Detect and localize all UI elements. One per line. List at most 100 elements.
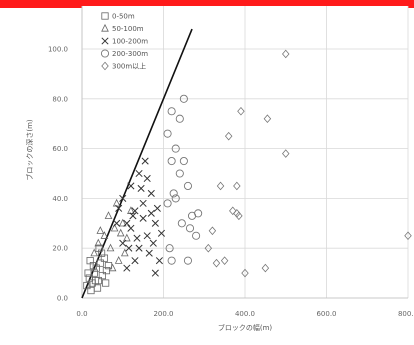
data-point	[171, 144, 180, 153]
data-point	[91, 276, 100, 285]
data-point	[263, 114, 272, 124]
data-point	[204, 243, 213, 253]
data-point	[84, 269, 92, 277]
data-point	[141, 157, 149, 165]
data-point	[235, 211, 243, 221]
data-point	[95, 244, 103, 252]
tick-labels: 0.0 200.0 400.0 600.0 800.0 0.0 20.0 40.0 60.0 80…	[48, 46, 414, 319]
data-point	[83, 281, 91, 290]
data-point	[145, 249, 153, 257]
data-point	[143, 174, 151, 183]
data-point	[98, 271, 106, 280]
data-point	[114, 256, 123, 264]
data-point	[241, 268, 249, 278]
data-point	[104, 211, 113, 219]
data-point	[113, 219, 121, 227]
legend-marker	[101, 61, 109, 71]
data-point	[123, 219, 131, 227]
data-point	[151, 269, 159, 277]
data-point	[133, 234, 141, 242]
legend-entry: 300m以上	[112, 62, 146, 71]
data-point	[185, 224, 195, 233]
legend-entry: 50-100m	[112, 25, 144, 33]
data-point	[116, 228, 125, 237]
x-tick-label: 800.0	[398, 310, 414, 318]
data-point	[143, 232, 151, 240]
x-axis-label: ブロックの幅(m)	[218, 323, 273, 332]
data-point	[129, 212, 137, 220]
data-point	[192, 231, 201, 240]
data-point	[102, 279, 110, 287]
data-point	[100, 231, 109, 239]
data-point	[139, 214, 147, 222]
data-point	[163, 129, 172, 138]
data-point	[175, 114, 184, 123]
data-point	[119, 239, 127, 247]
data-point	[233, 209, 241, 218]
data-point	[179, 94, 188, 103]
y-tick-label: 80.0	[52, 95, 68, 103]
data-point	[212, 258, 221, 268]
x-tick-label: 200.0	[153, 310, 173, 318]
data-point	[229, 206, 237, 216]
data-point	[139, 199, 147, 207]
data-point	[135, 244, 143, 252]
y-tick-label: 60.0	[52, 145, 68, 153]
data-point	[282, 49, 290, 59]
data-point	[96, 226, 105, 234]
data-point	[135, 169, 143, 178]
data-point	[125, 244, 133, 252]
y-tick-label: 0.0	[57, 295, 68, 303]
data-point	[119, 194, 127, 202]
data-point	[157, 229, 166, 237]
data-point	[86, 257, 94, 265]
data-point	[216, 181, 225, 191]
data-point	[167, 156, 176, 166]
data-point	[167, 107, 176, 116]
data-point	[220, 256, 229, 265]
legend-marker	[101, 23, 109, 32]
reference-line-path	[81, 28, 193, 299]
axes	[81, 6, 408, 299]
data-point	[118, 218, 127, 227]
x-tick-label: 400.0	[235, 310, 255, 318]
data-point	[208, 226, 217, 236]
data-point	[175, 169, 184, 178]
header-bar	[0, 0, 414, 8]
data-point	[147, 209, 155, 217]
legend-entry: 0-50m	[112, 13, 135, 21]
data-point	[155, 257, 163, 265]
y-tick-label: 20.0	[52, 245, 68, 253]
data-point	[108, 263, 117, 272]
x-tick-label: 0.0	[76, 310, 87, 318]
data-point	[149, 239, 157, 247]
data-point	[127, 224, 135, 232]
data-point	[96, 259, 104, 267]
data-point	[110, 223, 119, 232]
data-point	[122, 233, 131, 242]
data-point	[131, 257, 139, 265]
data-point	[183, 181, 192, 190]
legend-marker	[101, 37, 109, 45]
data-point	[163, 199, 172, 208]
y-tick-label: 100.0	[48, 46, 68, 54]
data-point	[94, 238, 103, 247]
data-points	[83, 49, 412, 295]
data-point	[404, 231, 412, 241]
x-tick-label: 600.0	[316, 310, 336, 318]
data-point	[153, 204, 161, 212]
y-axis-label: ブロックの深さ(m)	[25, 119, 34, 181]
data-point	[194, 209, 203, 218]
data-point	[97, 249, 106, 257]
data-point	[131, 207, 139, 215]
data-point	[179, 156, 188, 166]
data-point	[120, 248, 129, 257]
legend: 0-50m 50-100m 100-200m 200-300m 300m以上	[100, 12, 148, 71]
data-point	[115, 204, 123, 212]
legend-marker	[101, 12, 109, 20]
data-point	[171, 194, 180, 203]
data-point	[224, 131, 233, 141]
reference-line	[81, 28, 193, 299]
legend-marker	[100, 49, 110, 58]
